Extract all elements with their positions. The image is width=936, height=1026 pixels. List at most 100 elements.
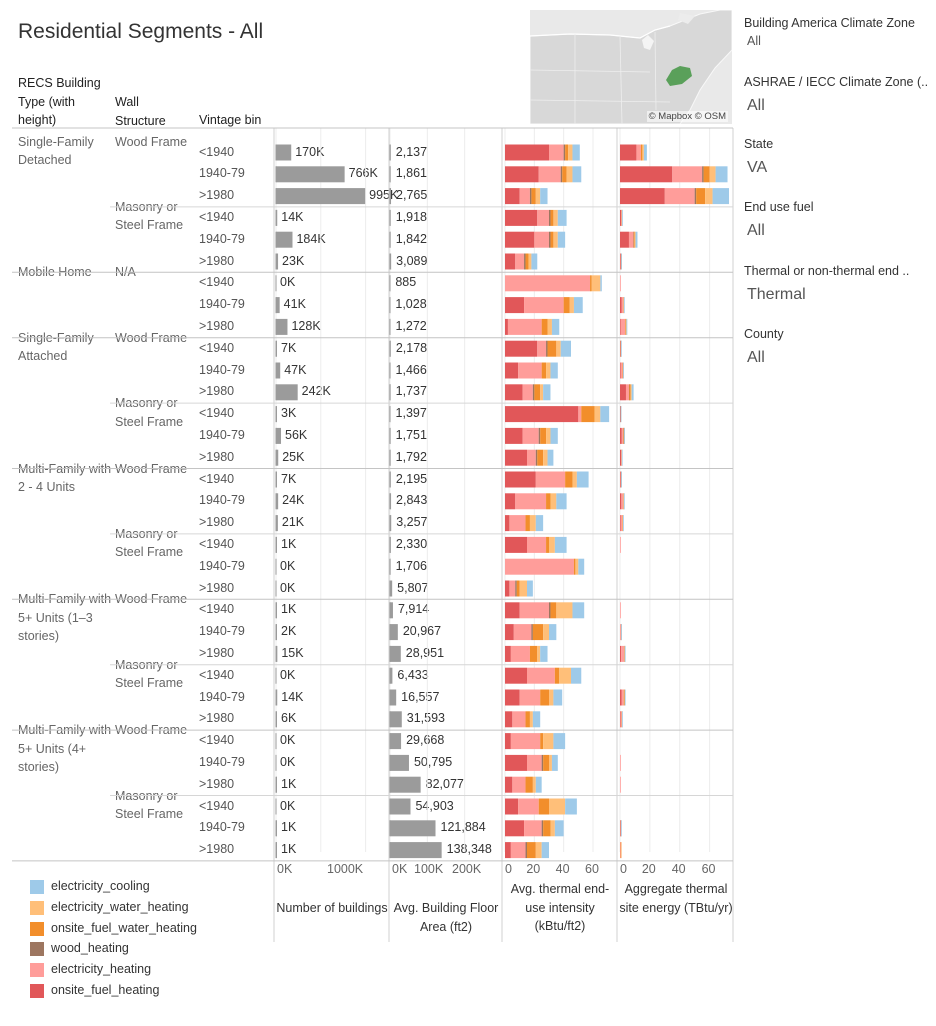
intensity-segment[interactable] [553, 209, 558, 226]
filter-value[interactable]: VA [747, 159, 768, 176]
energy-segment[interactable] [625, 384, 629, 401]
intensity-segment[interactable] [525, 842, 527, 859]
energy-segment[interactable] [620, 253, 622, 270]
filter-value[interactable]: All [747, 222, 765, 239]
buildings-bar[interactable] [276, 493, 279, 510]
intensity-segment[interactable] [554, 536, 567, 553]
intensity-segment[interactable] [550, 427, 558, 444]
filter-climate-zone[interactable]: Building America Climate Zone All [744, 16, 915, 48]
energy-segment[interactable] [620, 166, 673, 183]
intensity-segment[interactable] [549, 144, 564, 161]
buildings-bar[interactable] [276, 166, 345, 183]
intensity-segment[interactable] [546, 427, 551, 444]
intensity-segment[interactable] [538, 166, 561, 183]
intensity-segment[interactable] [505, 580, 510, 597]
intensity-segment[interactable] [537, 449, 544, 466]
intensity-segment[interactable] [572, 166, 582, 183]
energy-segment[interactable] [623, 493, 625, 510]
intensity-segment[interactable] [522, 427, 539, 444]
legend-item[interactable]: electricity_cooling [30, 878, 260, 896]
intensity-segment[interactable] [562, 166, 567, 183]
area-bar[interactable] [390, 820, 436, 837]
intensity-segment[interactable] [505, 711, 513, 728]
filter-value[interactable]: Thermal [747, 286, 806, 303]
intensity-segment[interactable] [532, 624, 544, 641]
intensity-segment[interactable] [541, 362, 547, 379]
energy-segment[interactable] [626, 318, 628, 335]
energy-segment[interactable] [715, 166, 728, 183]
intensity-segment[interactable] [550, 231, 554, 248]
area-bar[interactable] [390, 340, 391, 357]
buildings-bar[interactable] [276, 297, 280, 314]
intensity-segment[interactable] [543, 449, 548, 466]
energy-segment[interactable] [621, 689, 624, 706]
area-bar[interactable] [390, 362, 391, 379]
energy-segment[interactable] [642, 144, 644, 161]
buildings-bar[interactable] [276, 406, 277, 423]
energy-segment[interactable] [621, 645, 625, 662]
energy-segment[interactable] [622, 515, 624, 532]
energy-segment[interactable] [623, 689, 625, 706]
intensity-segment[interactable] [557, 209, 567, 226]
intensity-segment[interactable] [505, 384, 523, 401]
energy-segment[interactable] [628, 231, 634, 248]
energy-segment[interactable] [621, 209, 622, 226]
intensity-segment[interactable] [524, 820, 542, 837]
intensity-segment[interactable] [507, 318, 542, 335]
filter-value[interactable]: All [747, 349, 765, 366]
intensity-segment[interactable] [522, 384, 533, 401]
intensity-segment[interactable] [556, 602, 573, 619]
energy-segment[interactable] [620, 406, 621, 423]
area-bar[interactable] [390, 427, 391, 444]
intensity-segment[interactable] [505, 842, 511, 859]
intensity-segment[interactable] [534, 384, 541, 401]
buildings-bar[interactable] [276, 776, 277, 793]
buildings-bar[interactable] [276, 144, 292, 161]
intensity-segment[interactable] [565, 798, 577, 815]
intensity-segment[interactable] [549, 536, 555, 553]
intensity-segment[interactable] [553, 733, 566, 750]
intensity-segment[interactable] [571, 667, 582, 684]
energy-segment[interactable] [620, 449, 622, 466]
intensity-segment[interactable] [515, 253, 525, 270]
intensity-segment[interactable] [531, 624, 533, 641]
energy-segment[interactable] [620, 297, 622, 314]
energy-segment[interactable] [620, 253, 621, 270]
intensity-segment[interactable] [578, 558, 585, 575]
intensity-segment[interactable] [505, 754, 527, 771]
intensity-segment[interactable] [538, 427, 541, 444]
filter-value[interactable]: All [747, 34, 761, 48]
intensity-segment[interactable] [505, 231, 535, 248]
intensity-segment[interactable] [527, 667, 555, 684]
intensity-segment[interactable] [505, 362, 519, 379]
intensity-segment[interactable] [519, 602, 549, 619]
buildings-bar[interactable] [276, 188, 366, 205]
filter-ashrae-zone[interactable]: ASHRAE / IECC Climate Zone (.. All [744, 75, 928, 115]
intensity-segment[interactable] [540, 427, 547, 444]
energy-segment[interactable] [620, 340, 621, 357]
area-bar[interactable] [390, 776, 421, 793]
buildings-bar[interactable] [276, 231, 293, 248]
energy-segment[interactable] [630, 384, 632, 401]
intensity-segment[interactable] [560, 340, 571, 357]
buildings-bar[interactable] [276, 340, 277, 357]
intensity-segment[interactable] [549, 602, 551, 619]
intensity-segment[interactable] [505, 275, 591, 292]
buildings-bar[interactable] [276, 711, 277, 728]
energy-segment[interactable] [620, 711, 621, 728]
intensity-segment[interactable] [505, 188, 520, 205]
intensity-segment[interactable] [505, 689, 520, 706]
energy-segment[interactable] [703, 166, 710, 183]
intensity-segment[interactable] [528, 253, 532, 270]
energy-segment[interactable] [620, 406, 622, 423]
energy-segment[interactable] [621, 427, 624, 444]
area-bar[interactable] [390, 580, 393, 597]
intensity-segment[interactable] [541, 754, 544, 771]
intensity-segment[interactable] [560, 166, 563, 183]
energy-segment[interactable] [620, 471, 622, 488]
energy-segment[interactable] [672, 166, 703, 183]
intensity-segment[interactable] [509, 515, 526, 532]
intensity-segment[interactable] [527, 842, 536, 859]
intensity-segment[interactable] [505, 209, 538, 226]
intensity-segment[interactable] [537, 340, 547, 357]
